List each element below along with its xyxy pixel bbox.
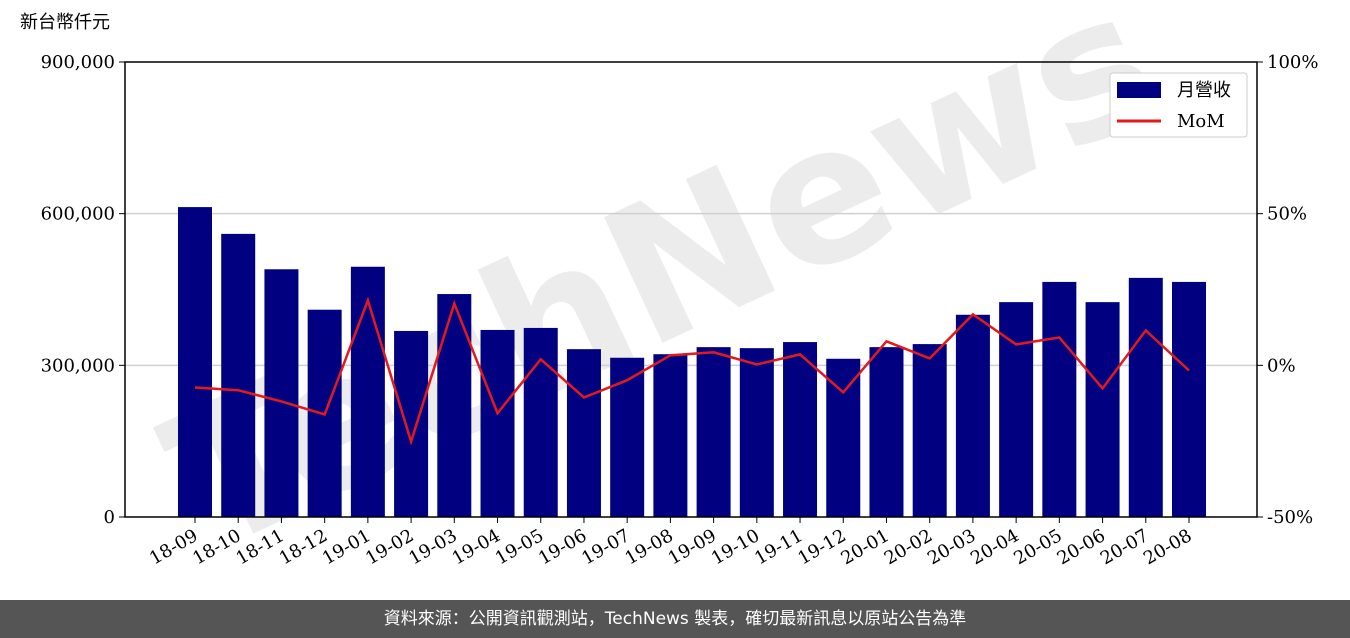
x-tick-label: 19-12: [794, 525, 849, 569]
x-tick-label: 20-06: [1054, 525, 1109, 569]
bar: [653, 354, 688, 517]
y-tick-label: 300,000: [41, 355, 115, 376]
x-tick-label: 20-01: [838, 525, 893, 569]
bar: [739, 348, 774, 517]
bar: [610, 357, 645, 517]
x-tick-label: 19-04: [449, 525, 504, 569]
bar: [1172, 281, 1206, 517]
x-tick-label: 19-05: [492, 525, 547, 569]
bar: [696, 347, 731, 517]
legend-swatch: [1117, 82, 1161, 98]
x-tick-label: 18-09: [146, 525, 201, 569]
x-tick-label: 19-10: [708, 525, 763, 569]
bar: [264, 269, 299, 517]
y-tick-label: 0: [104, 507, 115, 528]
x-tick-label: 19-09: [665, 525, 720, 569]
x-tick-label: 20-04: [967, 525, 1022, 569]
bar: [480, 329, 515, 517]
line: [194, 296, 1190, 446]
x-tick-label: 19-08: [621, 525, 676, 569]
x-tick-label: 20-08: [1140, 525, 1195, 569]
bar: [221, 233, 256, 517]
bar: [1042, 281, 1077, 517]
legend-label: MoM: [1177, 111, 1225, 132]
bar: [178, 207, 212, 517]
footer: 資料來源：公開資訊觀測站，TechNews 製表，確切最新訊息以原站公告為準: [0, 600, 1350, 638]
x-tick-label: 20-07: [1097, 525, 1152, 569]
x-tick-label: 19-03: [405, 525, 460, 569]
y-axis-title: 新台幣仟元: [20, 12, 110, 33]
x-tick-label: 20-03: [924, 525, 979, 569]
bar: [394, 330, 429, 517]
y-tick-label: 900,000: [41, 52, 115, 73]
bar: [912, 344, 947, 517]
y2-tick-label: -50%: [1267, 507, 1313, 528]
x-tick-label: 20-02: [881, 525, 936, 569]
y-tick-label: 600,000: [41, 204, 115, 225]
bar: [999, 302, 1034, 517]
y2-tick-label: 0%: [1267, 355, 1296, 376]
x-tick-label: 19-02: [362, 525, 417, 569]
legend-label: 月營收: [1177, 80, 1231, 101]
bar: [350, 266, 385, 517]
bar: [1128, 277, 1163, 517]
chart: 新台幣仟元 TechNews 0300,000600,000900,000-50…: [20, 0, 1318, 594]
plot-frame: [124, 61, 1258, 518]
bar: [869, 347, 904, 517]
bar: [437, 294, 472, 517]
x-tick-label: 19-06: [535, 525, 590, 569]
x-tick-label: 20-05: [1010, 525, 1065, 569]
bar: [566, 349, 601, 517]
x-tick-label: 19-11: [751, 525, 806, 569]
bar: [1085, 302, 1120, 517]
bar: [523, 327, 558, 517]
bar: [783, 342, 818, 517]
y2-tick-label: 50%: [1267, 204, 1307, 225]
bar: [955, 314, 990, 517]
y2-tick-label: 100%: [1267, 52, 1318, 73]
bar: [826, 358, 861, 517]
x-tick-label: 19-07: [578, 525, 633, 569]
